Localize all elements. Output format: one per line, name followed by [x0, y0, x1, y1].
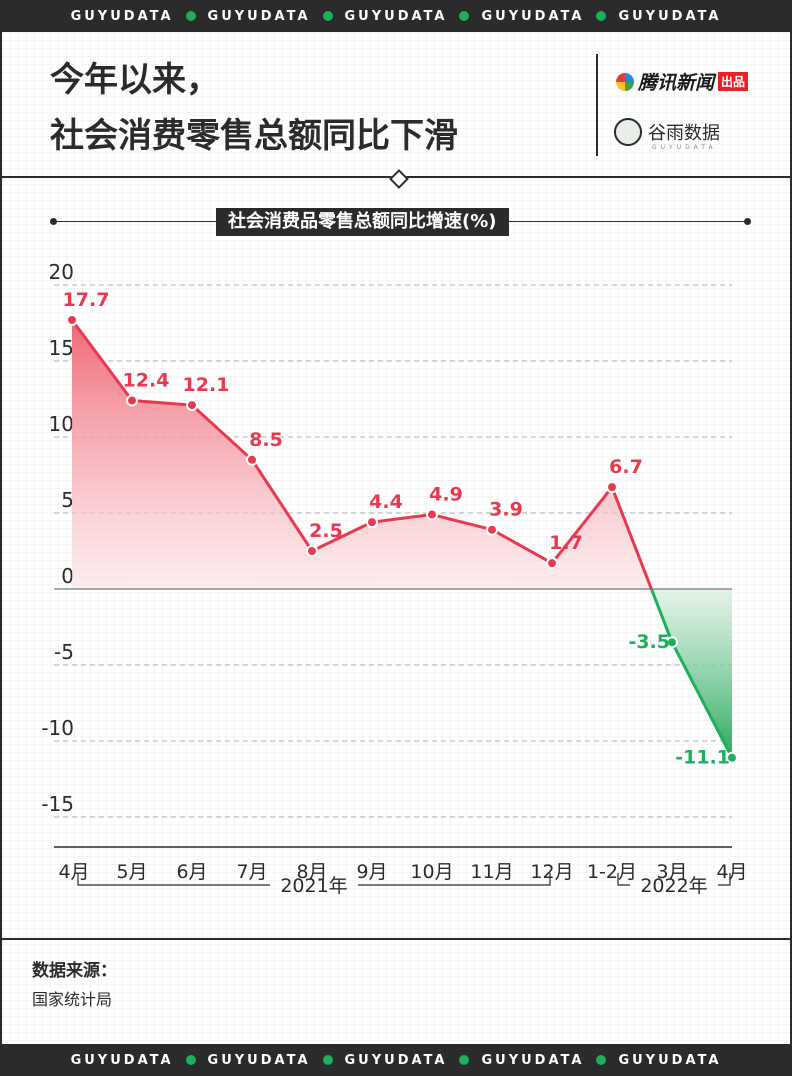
data-label: 4.4 [369, 491, 403, 513]
x-tick-label: 4月 [716, 861, 747, 883]
positive-area [72, 319, 652, 589]
year-bracket-left [617, 873, 630, 886]
banner-dot-icon [459, 11, 470, 21]
banner-dot-icon [322, 11, 333, 21]
source-label: 数据来源： [32, 961, 117, 981]
year-bracket-left [77, 873, 270, 886]
data-point [66, 313, 78, 326]
banner-text: GUYUDATA [207, 8, 311, 24]
tencent-news-brand: 腾讯新闻 出品 [616, 68, 749, 95]
banner-dot-icon [596, 1055, 607, 1065]
banner-text: GUYUDATA [344, 8, 448, 24]
year-label: 2022年 [640, 875, 707, 897]
data-label: -11.1 [675, 747, 730, 769]
data-label: 6.7 [609, 456, 643, 478]
bottom-banner: GUYUDATA GUYUDATA GUYUDATA GUYUDATA GUYUDATA [0, 1044, 792, 1076]
data-point [486, 523, 498, 536]
data-point [186, 399, 198, 412]
y-tick-label: 15 [49, 336, 74, 360]
tencent-news-badge: 出品 [718, 72, 749, 91]
page-title: 今年以来， 社会消费零售总额同比下滑 [50, 52, 590, 164]
chart-subtitle: 社会消费品零售总额同比增速(%) [216, 208, 509, 236]
y-tick-label: 0 [61, 564, 74, 588]
subtitle-rule-left-dot [50, 218, 57, 225]
banner-text: GUYUDATA [618, 1052, 722, 1068]
data-point [306, 545, 318, 557]
x-tick-label: 6月 [176, 861, 207, 883]
x-tick-label: 9月 [356, 861, 387, 883]
year-bracket-right [358, 873, 551, 886]
year-bracket-right [718, 873, 731, 886]
banner-dot-icon [322, 1055, 333, 1065]
retail-sales-chart: 20 15 10 5 0 -5 -10 -15 17.7 12.4 12.1 8.5 2.5 4.4 4.9… [41, 260, 747, 897]
banner-dot-icon [459, 1055, 470, 1065]
y-tick-label: 20 [49, 260, 74, 284]
banner-dot-icon [185, 11, 196, 21]
brand-divider [596, 54, 598, 156]
data-point [426, 508, 438, 521]
banner-text: GUYUDATA [481, 8, 585, 24]
source-divider [2, 938, 790, 940]
data-label: 1.7 [549, 532, 583, 554]
y-tick-label: -10 [41, 716, 74, 740]
banner-text: GUYUDATA [481, 1052, 585, 1068]
guyu-data-subname: GUYUDATA [652, 144, 717, 151]
x-tick-label: 12月 [530, 861, 573, 883]
x-tick-label: 10月 [410, 861, 453, 883]
x-tick-label: 5月 [116, 861, 147, 883]
x-tick-label: 3月 [656, 861, 687, 883]
y-tick-label: -15 [41, 792, 74, 816]
x-tick-label: 1-2月 [587, 861, 637, 883]
data-label: -3.5 [628, 631, 670, 653]
x-tick-label: 4月 [58, 861, 89, 883]
data-point [126, 394, 138, 407]
data-point [546, 557, 558, 570]
banner-dot-icon [596, 11, 607, 21]
x-tick-label: 7月 [236, 861, 267, 883]
banner-text: GUYUDATA [70, 8, 174, 24]
banner-text: GUYUDATA [207, 1052, 311, 1068]
data-label: 3.9 [489, 499, 523, 521]
guyu-data-name: 谷雨数据 [648, 123, 720, 144]
guyu-bird-logo-icon [614, 118, 642, 146]
data-label: 4.9 [429, 484, 463, 506]
data-point [246, 453, 258, 466]
data-label: 17.7 [63, 289, 110, 311]
poster-frame: 今年以来， 社会消费零售总额同比下滑 腾讯新闻 出品 谷雨数据 GUYUDATA… [2, 32, 790, 1044]
source-value: 国家统计局 [32, 990, 113, 1009]
banner-dot-icon [185, 1055, 196, 1065]
y-tick-label: 10 [49, 412, 74, 436]
guyu-data-brand: 谷雨数据 GUYUDATA [614, 118, 720, 151]
title-line-1: 今年以来， [50, 60, 220, 100]
data-point [726, 751, 738, 764]
negative-area [651, 589, 732, 758]
data-label: 8.5 [249, 429, 283, 451]
top-banner: GUYUDATA GUYUDATA GUYUDATA GUYUDATA GUYUDATA [0, 0, 792, 32]
tencent-news-logo-icon [616, 72, 634, 91]
tencent-news-name: 腾讯新闻 [638, 72, 715, 94]
data-label: 12.1 [183, 374, 230, 396]
x-tick-label: 8月 [296, 861, 327, 883]
banner-text: GUYUDATA [618, 8, 722, 24]
title-line-2: 社会消费零售总额同比下滑 [50, 116, 458, 156]
subtitle-rule-right-dot [744, 218, 751, 225]
banner-text: GUYUDATA [344, 1052, 448, 1068]
data-label: 2.5 [309, 520, 343, 542]
data-point [666, 636, 678, 649]
y-tick-label: -5 [54, 640, 74, 664]
year-label: 2021年 [280, 875, 347, 897]
data-point [606, 481, 618, 494]
y-tick-label: 5 [61, 488, 74, 512]
data-point [366, 516, 378, 529]
data-label: 12.4 [123, 370, 170, 392]
banner-text: GUYUDATA [70, 1052, 174, 1068]
x-tick-label: 11月 [470, 861, 513, 883]
